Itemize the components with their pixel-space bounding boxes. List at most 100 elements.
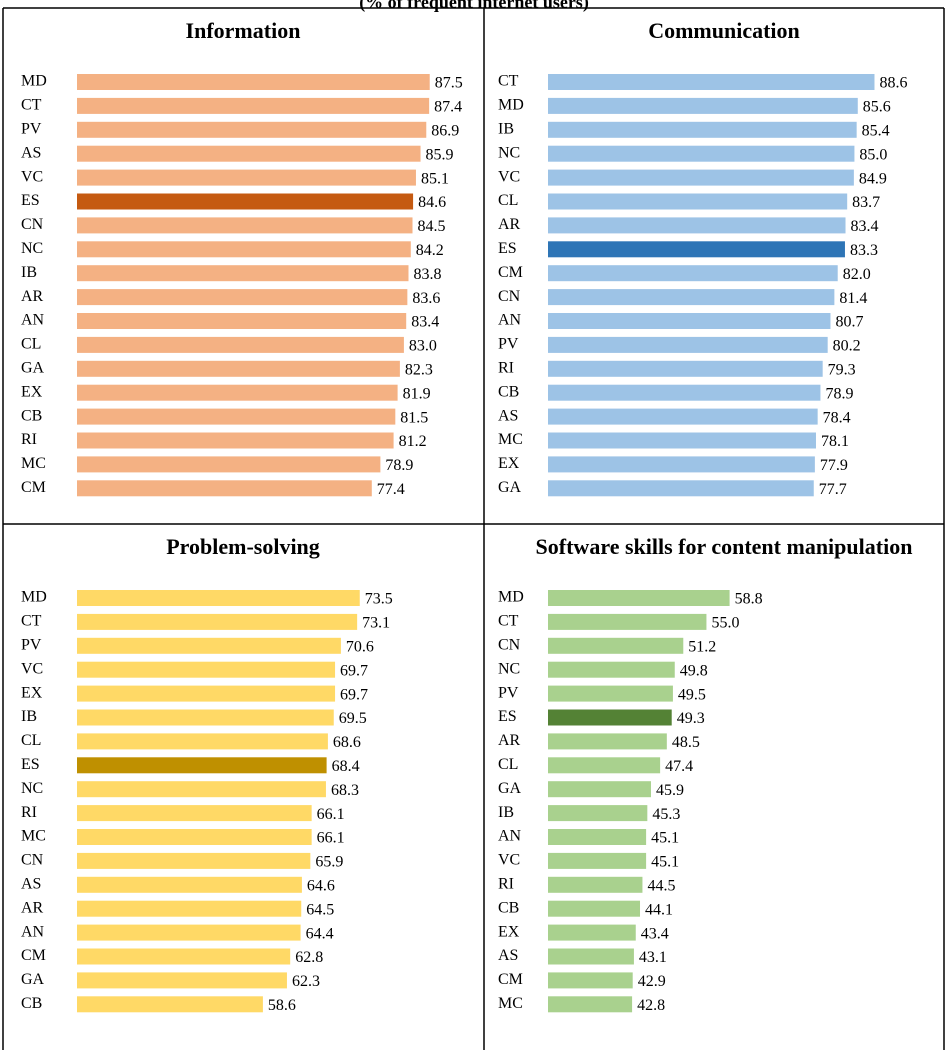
bar bbox=[548, 805, 648, 822]
value-label: 83.6 bbox=[412, 290, 440, 307]
value-label: 80.2 bbox=[833, 338, 861, 355]
bar bbox=[548, 709, 672, 726]
value-label: 66.1 bbox=[317, 830, 345, 847]
bar bbox=[548, 456, 815, 473]
value-label: 45.1 bbox=[651, 830, 679, 847]
bar bbox=[548, 121, 857, 138]
value-label: 83.4 bbox=[411, 314, 439, 331]
category-label: CB bbox=[498, 383, 519, 400]
bar bbox=[77, 876, 302, 893]
bar bbox=[77, 145, 421, 162]
subtitle: (% of frequent internet users) bbox=[359, 0, 589, 13]
bar bbox=[548, 900, 641, 917]
category-label: RI bbox=[21, 431, 37, 448]
value-label: 83.8 bbox=[414, 266, 442, 283]
bar bbox=[77, 637, 341, 654]
category-label: GA bbox=[21, 359, 45, 376]
bar bbox=[77, 924, 301, 941]
bar bbox=[548, 757, 661, 774]
value-label: 86.9 bbox=[431, 122, 459, 139]
bar bbox=[548, 972, 633, 989]
bar bbox=[77, 996, 263, 1013]
bar bbox=[548, 685, 673, 702]
value-label: 77.7 bbox=[819, 481, 847, 498]
category-label: AR bbox=[498, 732, 521, 749]
panel-title: Software skills for content manipulation bbox=[536, 534, 913, 559]
category-label: IB bbox=[21, 708, 37, 725]
bar bbox=[548, 360, 823, 377]
value-label: 44.5 bbox=[647, 877, 675, 894]
category-label: CL bbox=[498, 192, 518, 209]
bar bbox=[548, 996, 633, 1013]
category-label: AR bbox=[498, 216, 521, 233]
category-label: CT bbox=[21, 613, 42, 630]
bar bbox=[77, 432, 394, 449]
category-label: IB bbox=[498, 804, 514, 821]
value-label: 85.6 bbox=[863, 99, 891, 116]
category-label: VC bbox=[498, 852, 520, 869]
category-label: CN bbox=[498, 636, 521, 653]
value-label: 42.8 bbox=[637, 997, 665, 1014]
category-label: CL bbox=[498, 756, 518, 773]
value-label: 79.3 bbox=[828, 361, 856, 378]
bar bbox=[77, 74, 430, 90]
value-label: 83.7 bbox=[852, 194, 880, 211]
bar bbox=[548, 217, 846, 234]
value-label: 84.2 bbox=[416, 242, 444, 259]
category-label: MC bbox=[498, 995, 523, 1012]
value-label: 78.9 bbox=[825, 385, 853, 402]
category-label: NC bbox=[498, 144, 520, 161]
bar bbox=[77, 289, 408, 306]
value-label: 69.7 bbox=[340, 662, 368, 679]
bar bbox=[77, 829, 312, 845]
category-label: MC bbox=[21, 828, 46, 845]
value-label: 78.1 bbox=[821, 433, 849, 450]
value-label: 58.6 bbox=[268, 997, 296, 1014]
value-label: 84.6 bbox=[418, 194, 446, 211]
value-label: 64.6 bbox=[307, 877, 335, 894]
bar bbox=[77, 590, 360, 606]
category-label: CN bbox=[498, 288, 521, 305]
category-label: GA bbox=[498, 479, 522, 496]
panel-title: Problem-solving bbox=[166, 534, 320, 559]
category-label: IB bbox=[21, 264, 37, 281]
value-label: 62.3 bbox=[292, 973, 320, 990]
value-label: 43.1 bbox=[639, 949, 667, 966]
category-label: CN bbox=[21, 852, 44, 869]
category-label: CM bbox=[21, 947, 46, 964]
category-label: CL bbox=[21, 336, 41, 353]
bar bbox=[548, 169, 854, 186]
bar bbox=[77, 241, 411, 258]
bar bbox=[548, 613, 707, 630]
panel-title: Information bbox=[186, 18, 301, 43]
category-label: RI bbox=[498, 875, 514, 892]
value-label: 73.5 bbox=[365, 591, 393, 608]
category-label: GA bbox=[498, 780, 522, 797]
bar bbox=[548, 480, 814, 497]
category-label: MD bbox=[21, 73, 47, 90]
value-label: 84.9 bbox=[859, 170, 887, 187]
bar bbox=[77, 121, 427, 138]
value-label: 44.1 bbox=[645, 901, 673, 918]
value-label: 81.4 bbox=[839, 290, 867, 307]
value-label: 51.2 bbox=[688, 638, 716, 655]
bar bbox=[548, 241, 845, 258]
value-label: 81.2 bbox=[399, 433, 427, 450]
category-label: AN bbox=[498, 312, 522, 329]
category-label: CM bbox=[21, 479, 46, 496]
value-label: 83.0 bbox=[409, 338, 437, 355]
bar bbox=[548, 637, 684, 654]
bar bbox=[77, 948, 291, 965]
value-label: 64.5 bbox=[306, 901, 334, 918]
category-label: EX bbox=[498, 455, 520, 472]
category-label: AS bbox=[498, 407, 518, 424]
category-label: PV bbox=[21, 120, 42, 137]
value-label: 68.6 bbox=[333, 734, 361, 751]
category-label: AS bbox=[21, 144, 41, 161]
value-label: 84.5 bbox=[418, 218, 446, 235]
category-label: PV bbox=[21, 636, 42, 653]
bar bbox=[77, 757, 327, 774]
category-label: GA bbox=[21, 971, 45, 988]
bar bbox=[548, 384, 821, 401]
value-label: 83.4 bbox=[851, 218, 879, 235]
